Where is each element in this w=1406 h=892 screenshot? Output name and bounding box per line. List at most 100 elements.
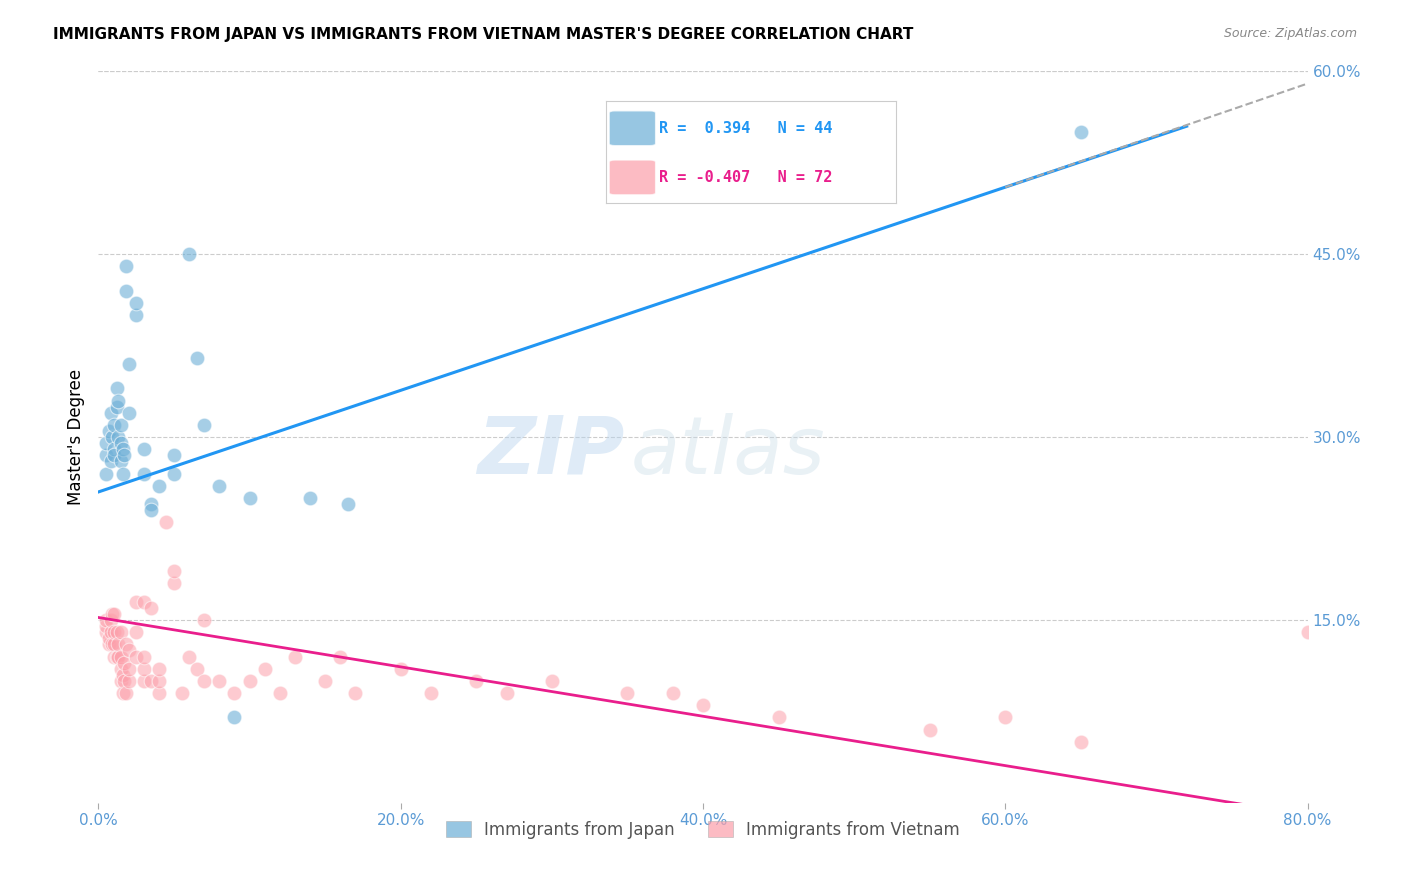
Point <box>125 594 148 608</box>
Point <box>103 417 125 432</box>
Point <box>105 400 128 414</box>
Point <box>1070 125 1092 139</box>
Point <box>918 723 941 737</box>
Point <box>420 686 443 700</box>
Point <box>163 576 186 591</box>
Point <box>132 649 155 664</box>
Point <box>540 673 562 688</box>
Point <box>1296 625 1319 640</box>
Point <box>94 613 117 627</box>
Point <box>179 649 201 664</box>
Point <box>94 619 117 633</box>
Point <box>110 417 132 432</box>
Point <box>114 637 136 651</box>
Point <box>103 442 125 457</box>
Point <box>163 564 186 578</box>
Point <box>118 673 141 688</box>
Point <box>253 662 276 676</box>
Point <box>100 454 122 468</box>
Point <box>661 686 683 700</box>
Point <box>94 625 117 640</box>
Point <box>111 667 134 681</box>
Point <box>1070 735 1092 749</box>
Point <box>125 296 148 310</box>
Point <box>329 649 352 664</box>
Point <box>112 656 135 670</box>
Point <box>186 662 208 676</box>
Point <box>125 625 148 640</box>
Point <box>148 673 170 688</box>
Point <box>107 649 129 664</box>
Point <box>107 393 129 408</box>
Point <box>141 673 163 688</box>
Point <box>314 673 336 688</box>
Point <box>141 503 163 517</box>
Point <box>661 161 683 176</box>
Point <box>94 467 117 481</box>
Point <box>111 686 134 700</box>
Point <box>103 625 125 640</box>
Y-axis label: Master's Degree: Master's Degree <box>66 369 84 505</box>
Point <box>163 448 186 462</box>
Point <box>616 686 638 700</box>
Point <box>344 686 367 700</box>
Point <box>114 284 136 298</box>
Point <box>103 607 125 621</box>
Point <box>284 649 307 664</box>
Point <box>110 673 132 688</box>
Point <box>107 430 129 444</box>
Point <box>110 649 132 664</box>
Point <box>193 417 215 432</box>
Point <box>132 467 155 481</box>
Point <box>148 479 170 493</box>
Text: ZIP: ZIP <box>477 413 624 491</box>
Legend: Immigrants from Japan, Immigrants from Vietnam: Immigrants from Japan, Immigrants from V… <box>439 814 967 846</box>
Point <box>465 673 488 688</box>
Point <box>103 637 125 651</box>
Point <box>170 686 193 700</box>
Point <box>692 698 714 713</box>
Point <box>101 607 124 621</box>
Point <box>94 436 117 450</box>
Point <box>224 710 246 724</box>
Point <box>100 406 122 420</box>
Point <box>100 625 122 640</box>
Point <box>114 260 136 274</box>
Point <box>141 497 163 511</box>
Point <box>873 125 896 139</box>
Point <box>94 448 117 462</box>
Point <box>495 686 517 700</box>
Point <box>118 643 141 657</box>
Point <box>132 442 155 457</box>
Point <box>103 448 125 462</box>
Point <box>141 600 163 615</box>
Point <box>110 662 132 676</box>
Point <box>269 686 291 700</box>
Point <box>112 673 135 688</box>
Point <box>132 594 155 608</box>
Point <box>101 637 124 651</box>
Point <box>100 613 122 627</box>
Point <box>224 686 246 700</box>
Text: atlas: atlas <box>630 413 825 491</box>
Point <box>239 491 262 505</box>
Point <box>132 673 155 688</box>
Point <box>239 673 262 688</box>
Point <box>105 381 128 395</box>
Point <box>148 686 170 700</box>
Point <box>118 662 141 676</box>
Point <box>111 467 134 481</box>
Point <box>114 686 136 700</box>
Point <box>155 516 177 530</box>
Point <box>768 710 790 724</box>
Point <box>299 491 322 505</box>
Point <box>105 625 128 640</box>
Point <box>107 637 129 651</box>
Point <box>208 673 231 688</box>
Point <box>118 406 141 420</box>
Point <box>118 357 141 371</box>
Point <box>110 625 132 640</box>
Point <box>163 467 186 481</box>
Point <box>208 479 231 493</box>
Point <box>994 710 1017 724</box>
